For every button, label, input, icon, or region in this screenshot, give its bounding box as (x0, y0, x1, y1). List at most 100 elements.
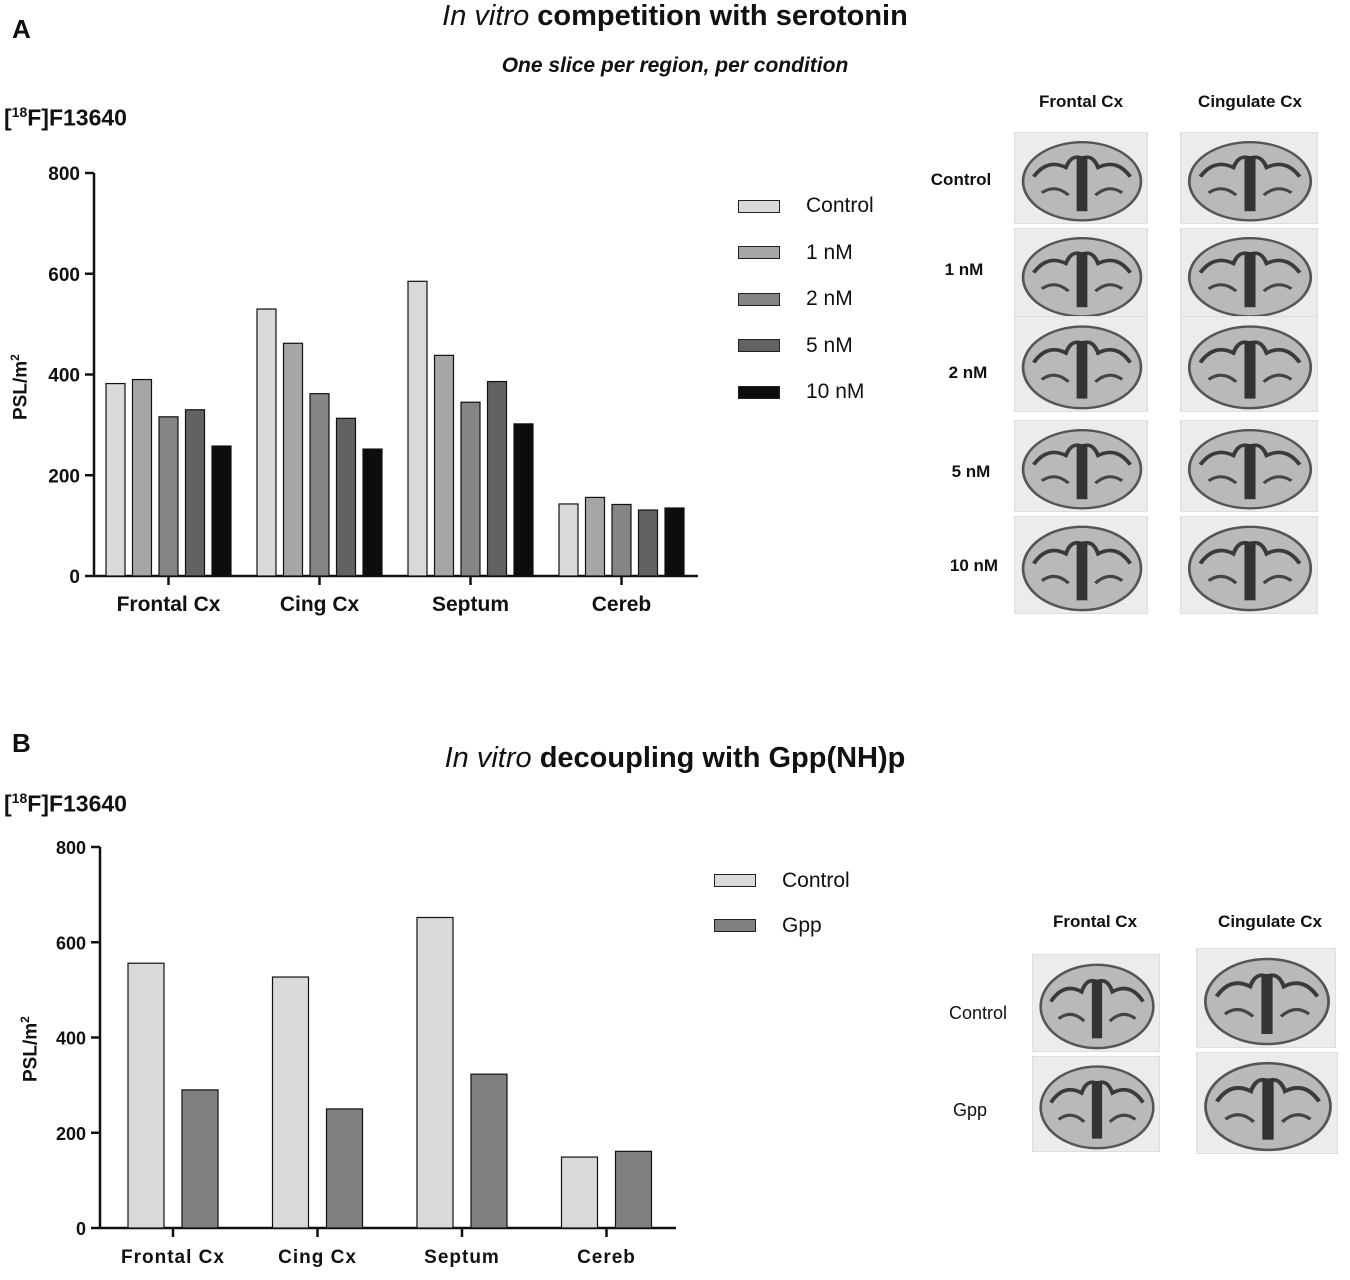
legend-label: 2 nM (806, 287, 853, 311)
bar (282, 342, 304, 577)
legend-label: 10 nM (806, 380, 865, 404)
bar (416, 916, 454, 1229)
brain-slice-frontal (1032, 1056, 1160, 1152)
x-tick-label: Cing Cx (278, 1247, 357, 1268)
brain-slice-cingulate (1196, 948, 1336, 1048)
panel-a-subtitle: One slice per region, per condition (501, 54, 849, 77)
x-tick-label: Septum (424, 1247, 500, 1268)
bar (513, 423, 534, 577)
y-tick-label: 200 (48, 466, 80, 487)
legend-entry: 5 nM (738, 323, 874, 370)
legend-label: Control (806, 194, 874, 218)
bar (309, 393, 330, 577)
legend-swatch (738, 199, 780, 213)
panel-b-img-row-gpp: Gpp (952, 1100, 988, 1120)
bar (611, 503, 632, 577)
bar (560, 1156, 599, 1229)
brain-slice-cingulate (1180, 420, 1318, 512)
y-tick-label: 600 (56, 933, 86, 953)
x-tick-label: Frontal Cx (121, 1247, 225, 1268)
x-tick-label: Cereb (592, 593, 652, 616)
bar (271, 976, 310, 1229)
bar (335, 417, 357, 577)
brain-slice-cingulate (1180, 132, 1318, 224)
bar (470, 1073, 508, 1229)
panel-a-title: In vitro competition with serotonin (0, 0, 1350, 33)
y-tick-label: 600 (48, 265, 80, 286)
legend-label: Gpp (782, 913, 822, 937)
legend-swatch (738, 385, 780, 399)
panel-b-tracer: [18F]F13640 (4, 790, 127, 818)
panel-a-chart: 0 200 400 600 800 Frontal Cx Cing Cx Septum Cere… (48, 164, 698, 616)
panel-a-img-row-1nm: 1 nM (944, 260, 984, 279)
legend-entry: Control (738, 183, 874, 230)
panel-b-chart: 0 200 400 600 800 Frontal Cx Cing Cx Septum Cere… (56, 838, 676, 1268)
legend-label: Control (782, 868, 850, 892)
x-tick-label: Septum (432, 593, 509, 616)
x-tick-label: Cing Cx (280, 593, 360, 616)
panel-b-legend: Control Gpp (714, 858, 850, 948)
bar (486, 380, 508, 577)
legend-swatch (738, 339, 780, 353)
bar (325, 1108, 364, 1229)
brain-slice-frontal (1014, 132, 1148, 224)
panel-b-title: In vitro decoupling with Gpp(NH)p (0, 742, 1350, 775)
legend-entry: 1 nM (738, 230, 874, 277)
bar (211, 445, 232, 577)
y-tick-label: 800 (56, 838, 86, 858)
legend-entry: Gpp (714, 903, 850, 948)
bar (256, 308, 277, 577)
legend-label: 5 nM (806, 333, 853, 357)
tracer-name: F]F13640 (27, 104, 127, 131)
tracer-isotope-sup: 18 (11, 790, 28, 806)
brain-slice-cingulate (1180, 516, 1318, 614)
brain-slice-cingulate (1180, 316, 1318, 412)
panel-a-legend: Control 1 nM 2 nM 5 nM 10 nM (738, 183, 874, 416)
bar (664, 507, 685, 577)
tracer-bracket: [ (4, 790, 12, 817)
panel-a-img-row-control: Control (930, 170, 992, 189)
x-tick-label: Frontal Cx (117, 593, 221, 616)
bar (460, 401, 481, 577)
bar (158, 416, 179, 577)
panel-b-letter: B (12, 728, 31, 758)
bar (407, 280, 428, 577)
legend-swatch (738, 292, 780, 306)
brain-slice-frontal (1014, 228, 1148, 320)
brain-slice-frontal (1014, 420, 1148, 512)
bar (131, 378, 153, 577)
panel-a-tracer: [18F]F13640 (4, 104, 127, 132)
panel-a-title-italic: In vitro (442, 0, 530, 32)
panel-a-img-row-10nm: 10 nM (949, 556, 999, 575)
legend-entry: 2 nM (738, 276, 874, 323)
legend-swatch (714, 874, 756, 887)
bar (637, 509, 659, 577)
tracer-bracket: [ (4, 104, 12, 131)
panel-b-img-col-cingulate: Cingulate Cx (1218, 912, 1322, 931)
legend-swatch (714, 919, 756, 932)
panel-a-img-col-frontal: Frontal Cx (1038, 92, 1124, 111)
y-tick-label: 400 (48, 366, 80, 387)
x-tick-label: Cereb (577, 1247, 636, 1268)
panel-b-img-row-control: Control (948, 1003, 1008, 1023)
panel-b-title-rest: decoupling with Gpp(NH)p (531, 742, 906, 774)
bar (184, 409, 206, 577)
panel-a-img-row-2nm: 2 nM (948, 363, 988, 382)
panel-a-title-rest: competition with serotonin (529, 0, 908, 32)
brain-slice-frontal (1014, 516, 1148, 614)
brain-slice-frontal (1032, 954, 1160, 1052)
y-tick-label: 200 (56, 1124, 86, 1144)
brain-slice-cingulate (1196, 1052, 1338, 1154)
bar (614, 1150, 653, 1229)
panel-b-title-italic: In vitro (444, 742, 532, 774)
tracer-isotope-sup: 18 (11, 104, 28, 120)
legend-entry: 10 nM (738, 369, 874, 416)
panel-a-img-row-5nm: 5 nM (951, 462, 991, 481)
y-tick-label: 0 (69, 567, 80, 588)
brain-slice-cingulate (1180, 228, 1318, 320)
panel-b-img-col-frontal: Frontal Cx (1052, 912, 1138, 931)
bar (181, 1089, 219, 1229)
tracer-name: F]F13640 (27, 790, 127, 817)
legend-swatch (738, 246, 780, 260)
brain-slice-frontal (1014, 316, 1148, 412)
